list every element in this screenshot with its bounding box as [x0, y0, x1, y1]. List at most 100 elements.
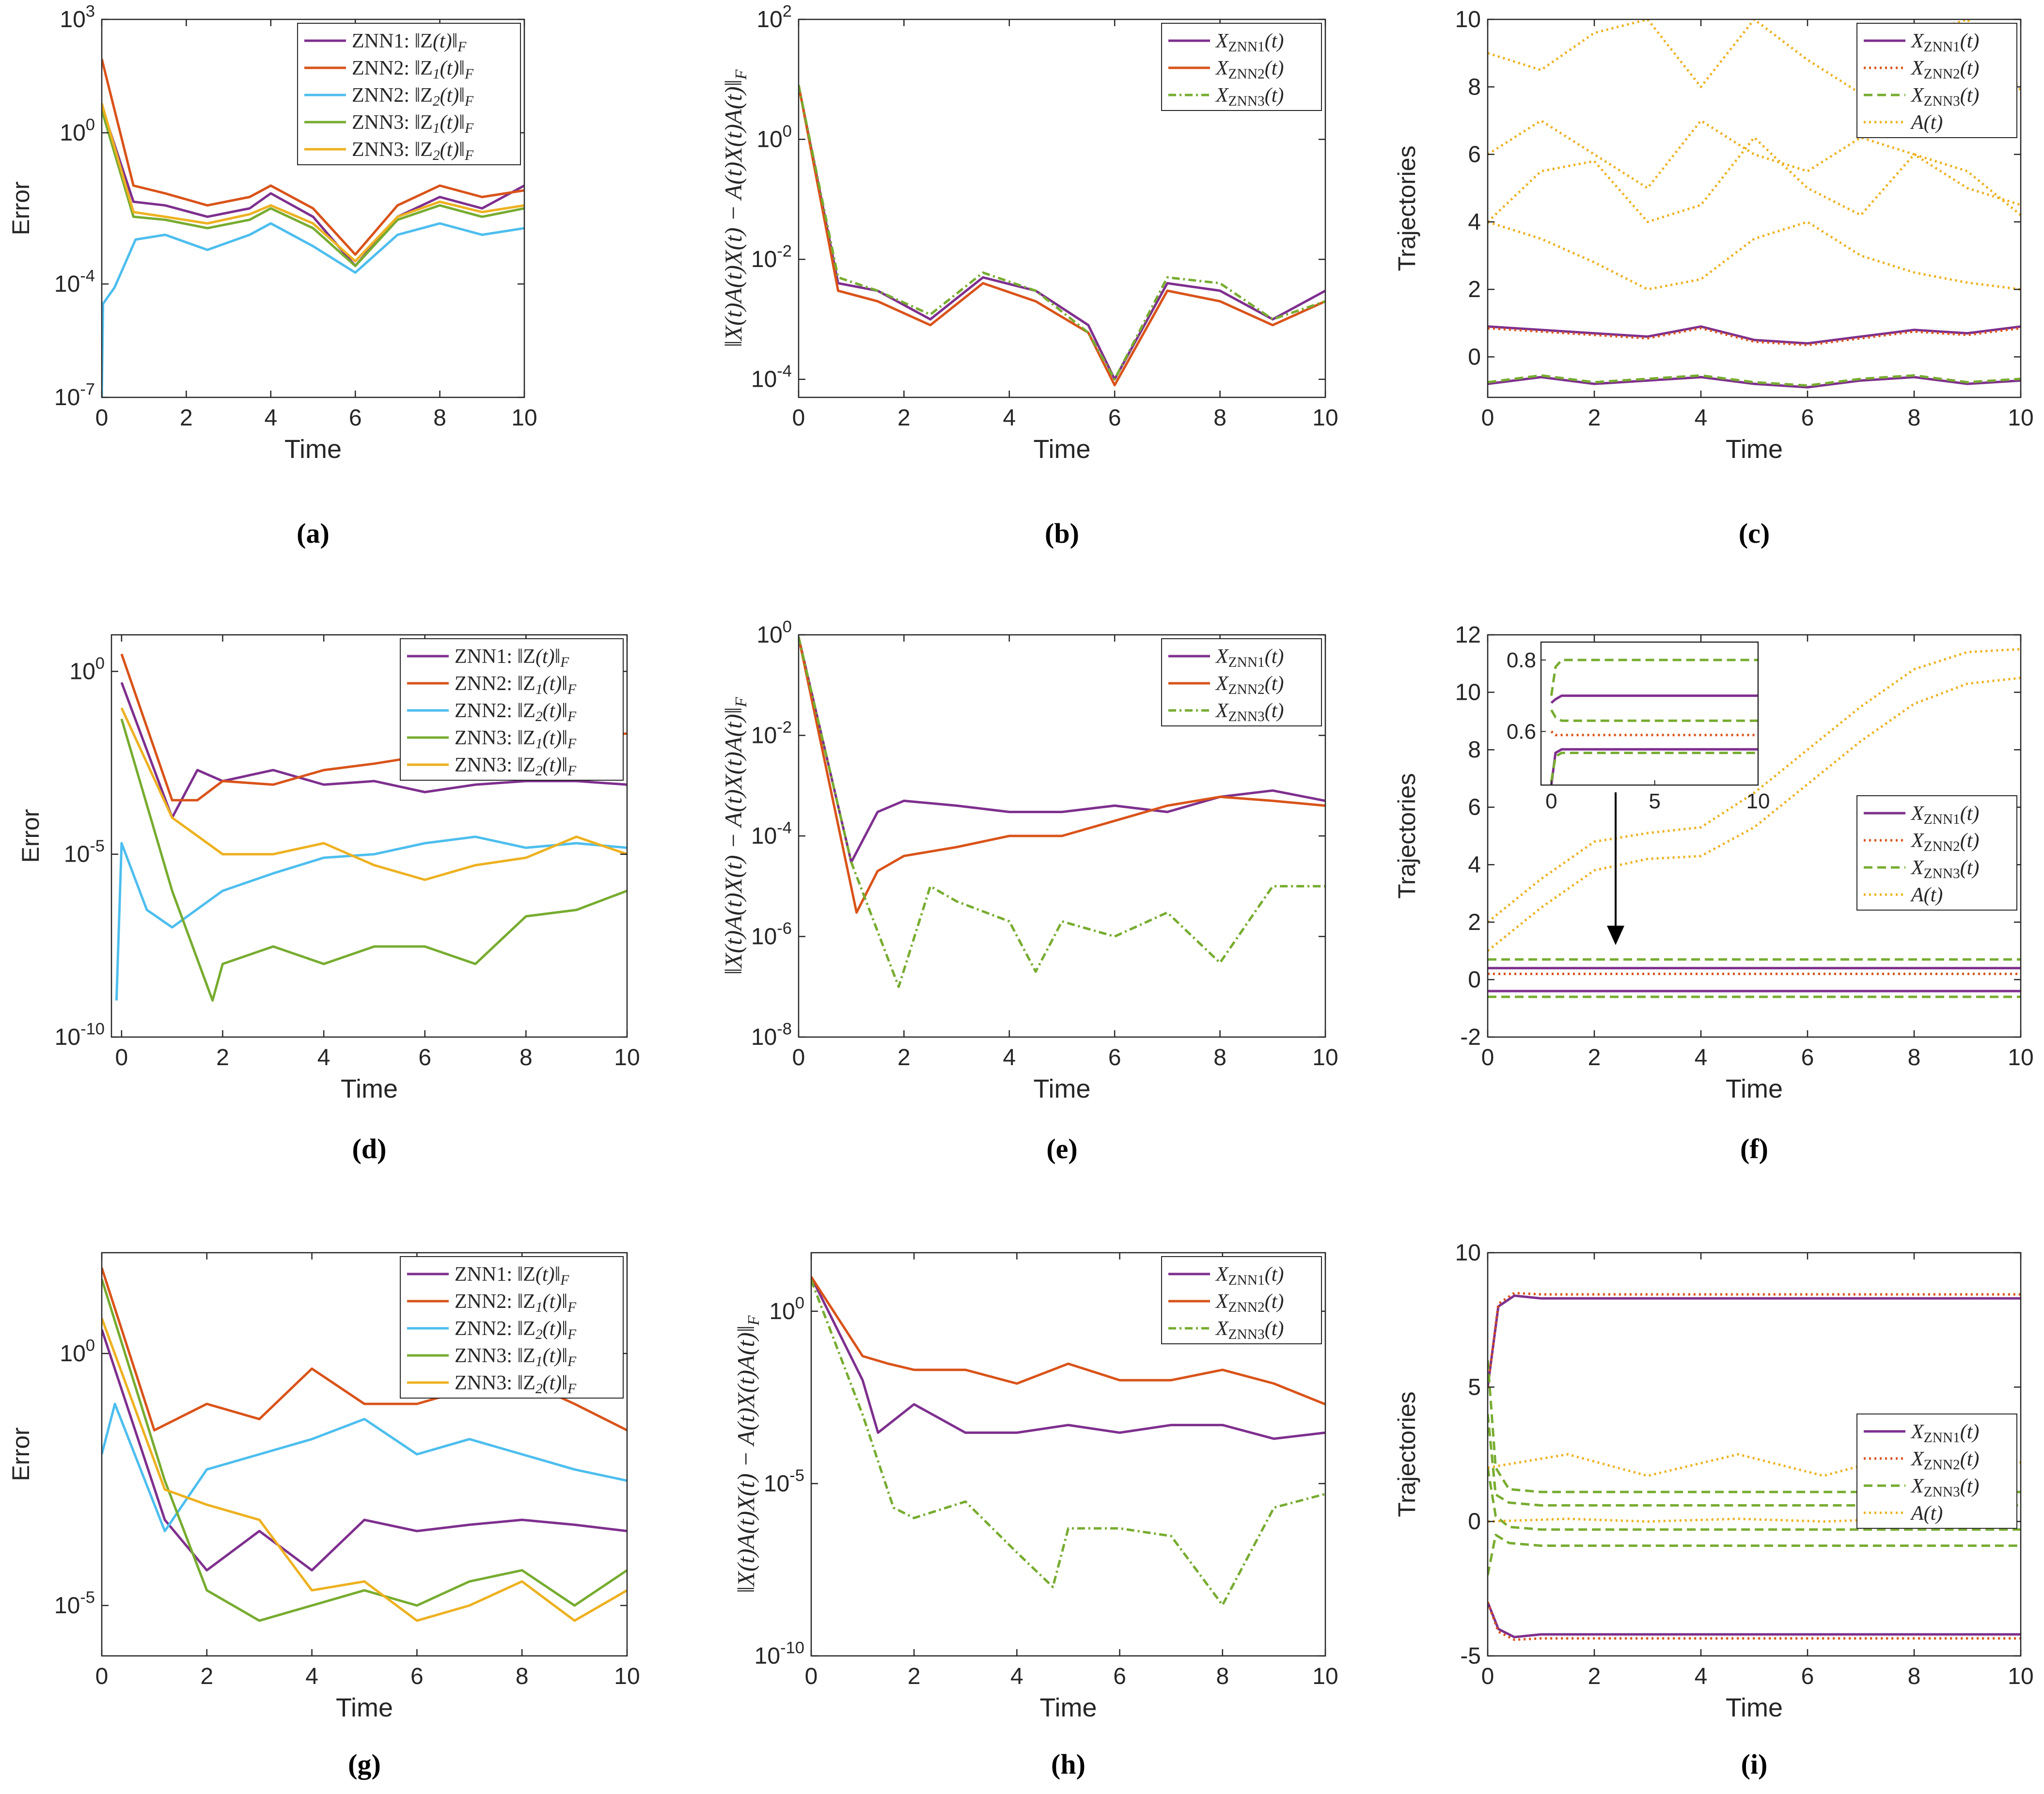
x-tick-label: 8 [519, 1045, 533, 1070]
y-tick-label: 10-8 [751, 1020, 792, 1050]
series-line [799, 637, 1325, 914]
x-tick-label: 6 [1801, 1664, 1814, 1689]
y-tick-label: 10-2 [751, 242, 792, 273]
series-line [102, 110, 524, 268]
x-tick-label: 4 [1003, 405, 1016, 431]
x-tick-label: 6 [1108, 1045, 1121, 1070]
x-axis-label: Time [1040, 1693, 1097, 1722]
x-tick-label: 4 [1695, 405, 1708, 431]
chart-panel-h: 0 2 4 6 8 10 10-10 10-5 100 Time ‖X(t)A(t)X(t) − A… [732, 1252, 1338, 1780]
inset-x-tick-label: 0 [1545, 789, 1557, 813]
series-line [1488, 1517, 2021, 1523]
x-tick-label: 6 [1113, 1664, 1126, 1689]
x-tick-label: 4 [1695, 1045, 1708, 1070]
x-tick-label: 10 [2008, 405, 2033, 431]
series-line [120, 682, 627, 819]
legend-label: ZNN3: ‖Z1(t)‖F [455, 1345, 577, 1369]
axes-box [1487, 1252, 2022, 1657]
x-tick-label: 8 [516, 1664, 529, 1689]
x-tick-label: 10 [2008, 1045, 2033, 1070]
x-tick-label: 6 [410, 1664, 424, 1689]
x-tick-label: 4 [1010, 1664, 1023, 1689]
series-line [102, 1318, 627, 1622]
series-line [1550, 752, 1758, 782]
series-line [1550, 748, 1758, 785]
x-tick-label: 2 [1588, 1045, 1601, 1070]
x-axis-label: Time [284, 435, 342, 464]
axes-box [810, 1252, 1326, 1657]
x-axis-label: Time [1726, 1693, 1783, 1722]
series-line [799, 637, 1325, 988]
x-tick-label: 8 [1213, 1045, 1226, 1070]
inset-x-tick-label: 10 [1746, 789, 1770, 813]
legend-label: XZNN1(t) [1910, 803, 1979, 827]
y-tick-label: 6 [1468, 795, 1481, 820]
x-axis-label: Time [1726, 435, 1783, 464]
x-tick-label: 2 [908, 1664, 921, 1689]
legend-box [1856, 23, 2017, 138]
inset-box [1540, 641, 1759, 786]
x-tick-label: 6 [1801, 1045, 1814, 1070]
y-axis-label: Error [17, 809, 44, 863]
x-tick-label: 8 [1216, 1664, 1229, 1689]
x-axis-label: Time [1726, 1074, 1783, 1103]
y-tick-label: 10 [1455, 680, 1481, 706]
x-tick-label: 2 [1588, 1664, 1601, 1689]
legend-label: A(t) [1910, 111, 1943, 134]
series-line [102, 1278, 627, 1622]
y-tick-label: 10 [1455, 1240, 1481, 1266]
axes-box [110, 634, 628, 1038]
series-group [115, 653, 627, 1002]
y-axis-label: Error [7, 1427, 34, 1481]
y-tick-label: 10 [1455, 7, 1481, 32]
y-tick-label: 102 [756, 2, 792, 32]
chart-panel-b: 0 2 4 6 8 10 10-4 10-2 100 102 Time ‖X(t)A(t)X(t) −… [720, 2, 1338, 549]
legend-label: ZNN2: ‖Z1(t)‖F [455, 673, 577, 697]
y-tick-label: 10-5 [64, 837, 105, 867]
legend-label: XZNN1(t) [1215, 645, 1284, 670]
x-tick-label: 6 [349, 405, 362, 431]
y-axis-label: ‖X(t)A(t)X(t) − A(t)X(t)A(t)‖F [720, 696, 750, 975]
y-tick-label: 100 [60, 1336, 95, 1367]
y-tick-label: 10-2 [751, 718, 792, 749]
x-tick-label: 6 [1801, 405, 1814, 431]
y-tick-label: 0 [1468, 344, 1481, 370]
x-tick-label: 10 [1312, 1045, 1338, 1070]
y-tick-label: 10-5 [54, 1588, 95, 1619]
legend-label: XZNN2(t) [1910, 1448, 1979, 1473]
axes-box [101, 1252, 628, 1657]
panel-caption: (f) [1740, 1133, 1768, 1165]
zoom-arrow-head [1607, 926, 1624, 945]
x-tick-label: 0 [792, 1045, 805, 1070]
x-tick-label: 2 [897, 405, 911, 431]
x-tick-label: 4 [317, 1045, 330, 1070]
series-line [1488, 119, 2021, 206]
panel-caption: (e) [1046, 1133, 1077, 1165]
y-tick-label: 100 [60, 115, 95, 146]
legend-label: ZNN3: ‖Z1(t)‖F [352, 111, 474, 136]
x-tick-label: 0 [1481, 405, 1494, 431]
series-line [1550, 659, 1758, 696]
series-line [811, 1276, 1325, 1440]
y-tick-label: 10-6 [751, 919, 792, 950]
series-line [799, 85, 1325, 387]
series-line [799, 637, 1325, 864]
series-line [1488, 1360, 2021, 1494]
y-tick-label: 10-4 [751, 362, 792, 393]
legend-label: ZNN3: ‖Z2(t)‖F [455, 1372, 577, 1397]
series-line [811, 1279, 1325, 1606]
series-line [1488, 374, 2021, 387]
legend-label: XZNN1(t) [1215, 1263, 1284, 1288]
chart-panel-a: 0 2 4 6 8 10 10-7 10-4 100 103 Time Error ZNN1: ‖Z(t… [7, 2, 537, 549]
panel-caption: (g) [348, 1748, 381, 1780]
x-tick-label: 6 [1108, 405, 1121, 431]
legend-label: ZNN2: ‖Z2(t)‖F [455, 700, 577, 724]
legend-box [1856, 795, 2017, 911]
x-tick-label: 10 [614, 1664, 640, 1689]
y-tick-label: 100 [769, 1294, 804, 1324]
y-axis-label: ‖X(t)A(t)X(t) − A(t)X(t)A(t)‖F [732, 1315, 763, 1593]
x-tick-label: 2 [200, 1664, 213, 1689]
x-tick-label: 6 [418, 1045, 431, 1070]
x-tick-label: 4 [305, 1664, 318, 1689]
